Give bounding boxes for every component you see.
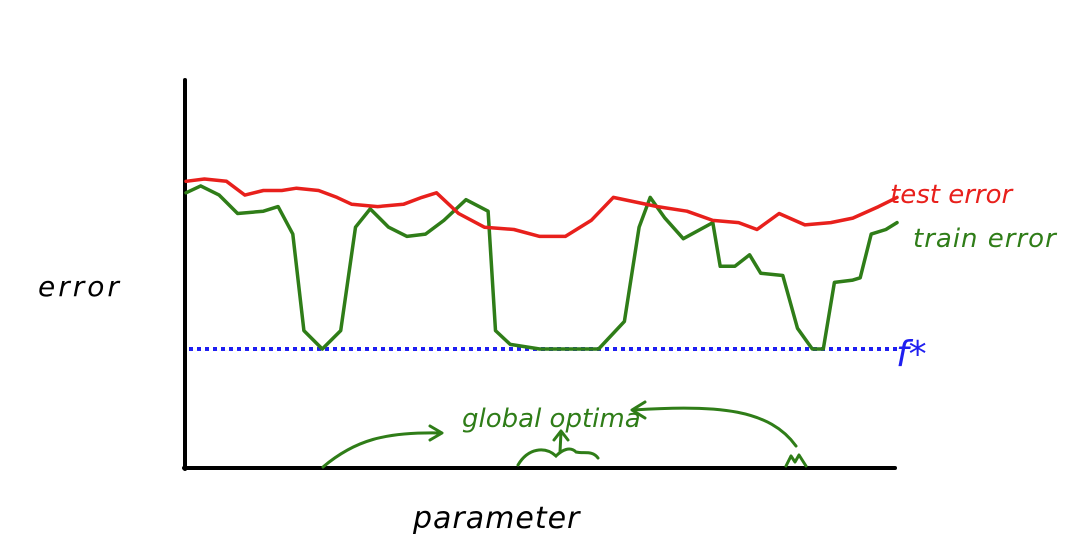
y-axis-label: error [38, 270, 122, 303]
optima-arrow-left-head [428, 424, 444, 442]
train-error-curve [184, 184, 899, 351]
test-error-label: test error [890, 180, 1014, 210]
train-error-label: train error [913, 224, 1058, 254]
optima-arrow-middle-head [552, 429, 570, 442]
optima-arrow-middle [516, 447, 600, 467]
optima-right-squiggle [784, 453, 808, 468]
f-star-label: f* [896, 334, 927, 375]
optima-arrow-right [632, 406, 798, 448]
optima-arrow-right-head [630, 400, 647, 420]
x-axis-label: parameter [412, 501, 581, 536]
test-error-curve [184, 177, 899, 239]
optima-arrow-left [321, 431, 442, 469]
optima-arrow-middle-shaft [558, 430, 563, 454]
global-optima-label: global optima [462, 404, 641, 434]
